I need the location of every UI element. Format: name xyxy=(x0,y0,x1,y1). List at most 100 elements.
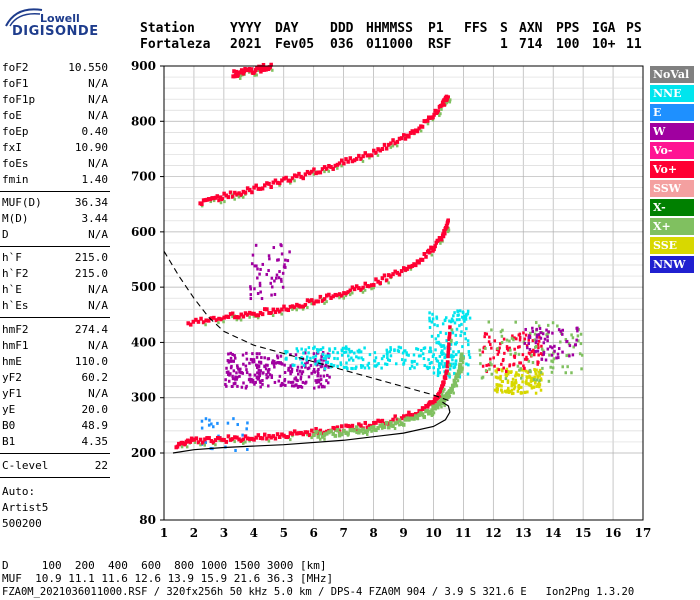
trace-point xyxy=(407,264,411,269)
trace-point xyxy=(357,430,361,435)
echo-point xyxy=(535,339,538,343)
echo-point xyxy=(380,366,383,370)
trace-point xyxy=(352,158,357,163)
echo-point xyxy=(527,359,531,363)
echo-point xyxy=(513,385,517,389)
echo-point xyxy=(522,364,525,368)
trace-point xyxy=(435,111,440,116)
echo-point xyxy=(435,341,438,345)
trace-point xyxy=(376,147,380,152)
echo-point xyxy=(264,367,268,371)
echo-point xyxy=(467,353,471,357)
trace-point xyxy=(331,166,335,171)
trace-point xyxy=(222,320,225,324)
trace-point xyxy=(440,100,445,105)
trace-point xyxy=(444,227,448,232)
echo-point xyxy=(253,382,256,386)
echo-point xyxy=(326,352,330,356)
echo-point xyxy=(464,317,468,321)
trace-point xyxy=(277,309,282,314)
header-value-ps: 11 xyxy=(626,37,642,52)
trace-point xyxy=(415,259,420,264)
param-key: h`F xyxy=(2,251,22,264)
echo-point xyxy=(481,350,485,354)
trace-point xyxy=(249,67,254,72)
trace-point xyxy=(254,183,258,188)
echo-point xyxy=(540,357,544,361)
trace-point xyxy=(239,192,243,197)
echo-point xyxy=(567,342,571,346)
trace-point xyxy=(242,69,246,74)
param-value: N/A xyxy=(88,387,108,400)
echo-point xyxy=(499,388,503,392)
echo-point xyxy=(517,384,521,388)
trace-point xyxy=(399,136,404,141)
echo-point xyxy=(382,354,386,358)
trace-point xyxy=(412,412,416,417)
trace-point xyxy=(380,418,385,423)
param-key: foE xyxy=(2,109,22,122)
trace-point xyxy=(439,241,442,245)
echo-point xyxy=(315,379,319,383)
param-row: foEp 0.40 xyxy=(2,125,108,141)
echo-point xyxy=(316,351,320,355)
echo-point xyxy=(256,292,260,296)
echo-point xyxy=(225,370,229,374)
echo-point xyxy=(517,333,521,337)
echo-point xyxy=(465,327,468,331)
trace-point xyxy=(305,169,310,174)
trace-point xyxy=(359,289,363,293)
echo-point xyxy=(283,377,287,381)
echo-point xyxy=(404,358,407,362)
echo-point xyxy=(528,383,531,387)
echo-point xyxy=(457,350,461,354)
trace-point xyxy=(404,136,407,140)
echo-point xyxy=(512,387,516,391)
echo-point xyxy=(538,373,541,377)
echo-point xyxy=(304,348,307,352)
echo-point xyxy=(561,350,564,354)
echo-point xyxy=(462,317,465,321)
trace-point xyxy=(372,428,375,432)
echo-point xyxy=(467,343,470,347)
echo-point xyxy=(495,376,499,380)
trace-point xyxy=(446,95,450,100)
y-tick-label: 200 xyxy=(131,446,156,460)
trace-point xyxy=(450,387,454,392)
echo-point xyxy=(525,382,528,386)
trace-point xyxy=(376,426,380,431)
trace-point xyxy=(220,439,224,443)
trace-point xyxy=(184,439,189,444)
trace-point xyxy=(218,436,222,441)
trace-point xyxy=(440,392,444,396)
trace-point xyxy=(248,436,252,441)
echo-point xyxy=(226,421,230,425)
trace-point xyxy=(384,421,389,426)
echo-point xyxy=(282,265,286,269)
trace-point xyxy=(256,66,260,71)
echo-point xyxy=(396,349,400,353)
trace-point xyxy=(448,325,452,330)
echo-point xyxy=(496,352,500,356)
trace-point xyxy=(301,307,305,311)
trace-point xyxy=(235,318,239,322)
echo-point xyxy=(249,287,252,291)
echo-point xyxy=(341,346,345,350)
trace-point xyxy=(378,148,382,153)
trace-point xyxy=(329,428,333,433)
trace-point xyxy=(292,305,297,310)
echo-point xyxy=(384,362,387,366)
trace-point xyxy=(346,290,350,295)
trace-point xyxy=(271,434,276,439)
trace-point xyxy=(196,440,201,445)
trace-point xyxy=(419,129,423,133)
echo-point xyxy=(510,380,514,384)
trace-point xyxy=(323,170,326,174)
trace-point xyxy=(428,250,432,255)
trace-point xyxy=(376,418,380,423)
trace-point xyxy=(382,273,387,278)
echo-point xyxy=(268,373,272,377)
trace-point xyxy=(191,319,196,324)
trace-point xyxy=(440,384,445,389)
trace-point xyxy=(325,166,329,171)
